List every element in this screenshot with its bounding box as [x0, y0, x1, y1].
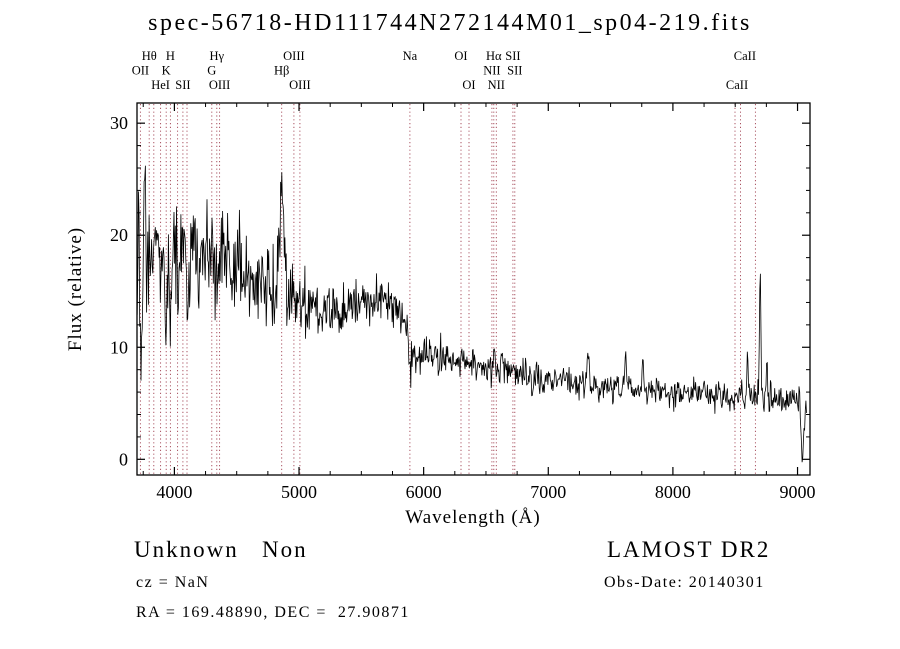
spectral-line-label: G: [207, 64, 216, 78]
plot-frame: [136, 102, 811, 476]
obs-date-text: Obs-Date: 20140301: [604, 574, 765, 591]
spectral-line-label: K: [162, 64, 171, 78]
x-tick-label: 4000: [156, 482, 192, 502]
classification-text: Unknown Non: [134, 537, 308, 562]
spectral-line-label: OII: [132, 64, 149, 78]
spectral-line-label: CaII: [734, 49, 756, 63]
y-tick-label: 0: [119, 449, 128, 469]
spectral-line-label: OIII: [289, 78, 311, 92]
cz-text: cz = NaN: [136, 574, 210, 591]
spectral-line-label: CaII: [726, 78, 748, 92]
spectrum-trace: [137, 165, 807, 463]
y-tick-label: 20: [110, 225, 128, 245]
x-tick-label: 7000: [530, 482, 566, 502]
x-tick-label: 8000: [655, 482, 691, 502]
spectral-line-label: NII: [488, 78, 505, 92]
y-tick-label: 30: [110, 113, 128, 133]
spectral-line-label: HeI: [151, 78, 170, 92]
spectral-line-label: Hα: [486, 49, 502, 63]
spectral-line-label: Hγ: [210, 49, 225, 63]
spectral-line-label: H: [166, 49, 175, 63]
spectral-line-label: Hβ: [274, 64, 289, 78]
spectral-line-label: OIII: [209, 78, 231, 92]
spectral-line-label: NII: [483, 64, 500, 78]
spectral-line-label: SII: [507, 64, 522, 78]
x-tick-label: 6000: [406, 482, 442, 502]
coordinates-text: RA = 169.48890, DEC = 27.90871: [136, 604, 410, 621]
plot-title: spec-56718-HD111744N272144M01_sp04-219.f…: [148, 10, 752, 36]
spectral-line-label: SII: [505, 49, 520, 63]
y-axis-label: Flux (relative): [65, 226, 86, 352]
x-tick-label: 9000: [780, 482, 816, 502]
spectral-line-label: SII: [175, 78, 190, 92]
spectral-line-label: OI: [454, 49, 467, 63]
spectral-line-label: Hθ: [142, 49, 157, 63]
spectral-line-label: OI: [462, 78, 475, 92]
spectral-line-label: OIII: [283, 49, 305, 63]
survey-release-text: LAMOST DR2: [607, 537, 771, 562]
x-axis-label: Wavelength (Å): [405, 507, 541, 528]
spectral-line-label: Na: [403, 49, 418, 63]
x-tick-label: 5000: [281, 482, 317, 502]
y-tick-label: 10: [110, 337, 128, 357]
